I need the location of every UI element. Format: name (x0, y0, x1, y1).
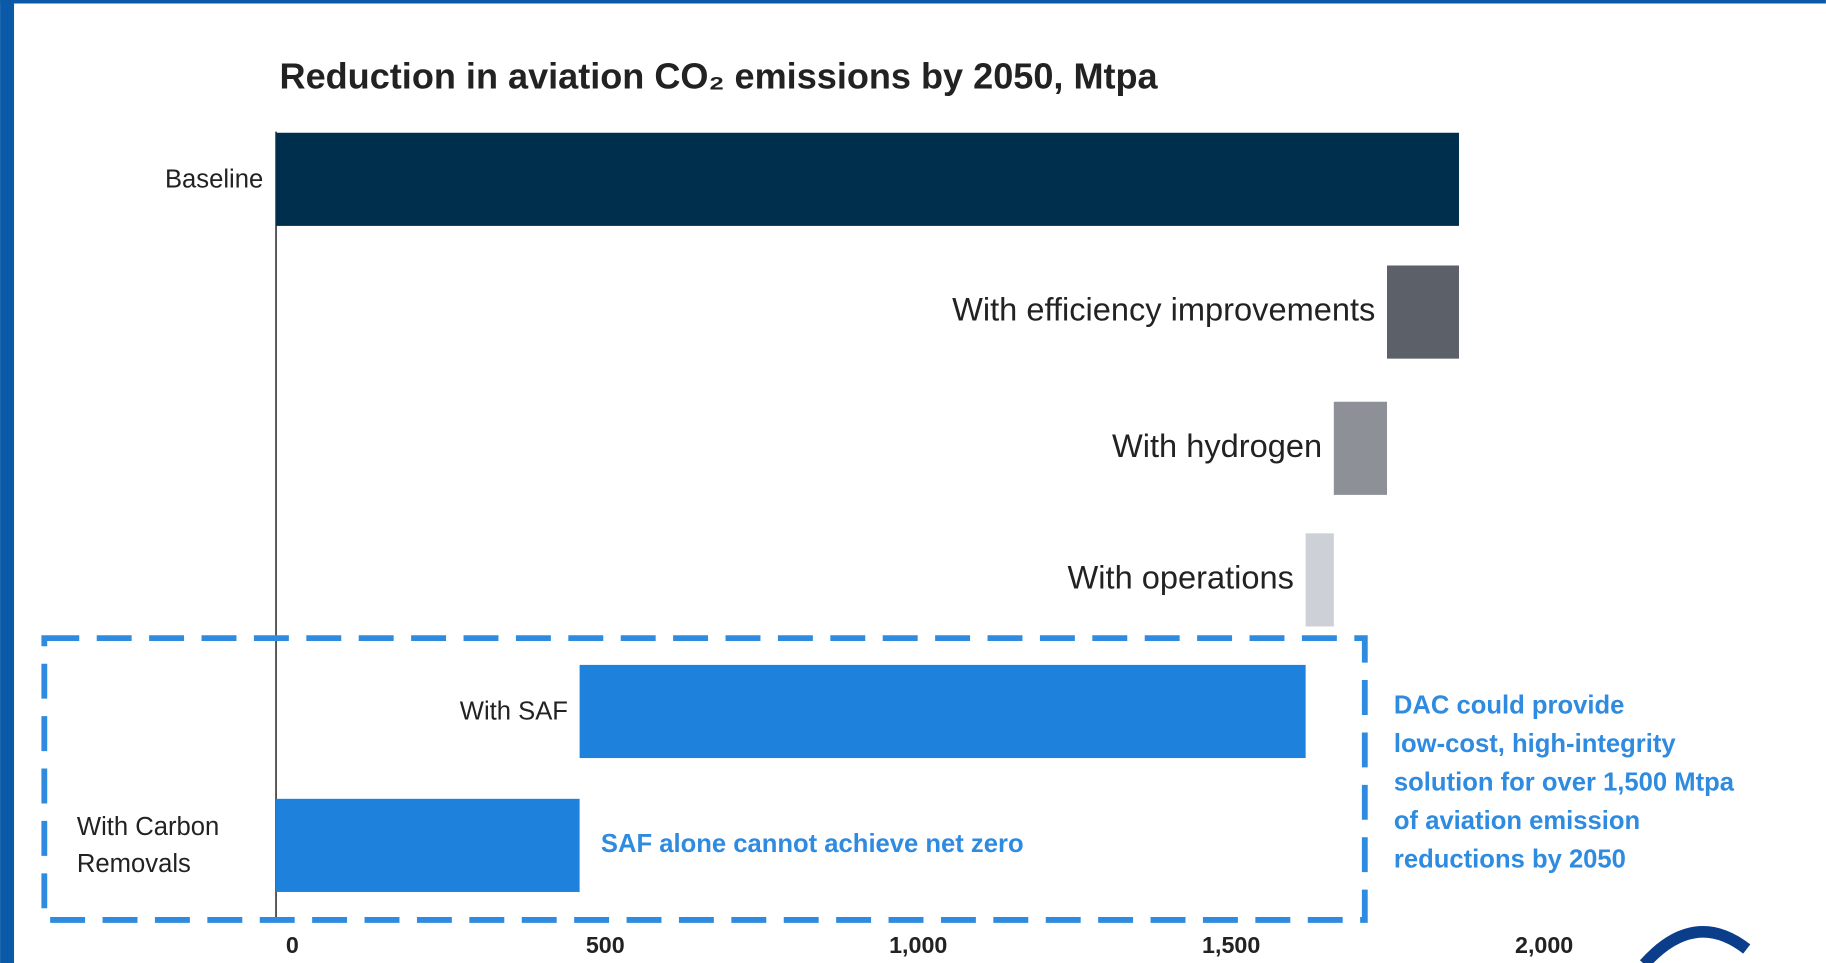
x-tick-label: 1,000 (889, 932, 947, 958)
callout-line: low-cost, high-integrity (1394, 730, 1676, 758)
category-label-box: With Carbon Removals (76, 811, 220, 878)
bar (579, 664, 1306, 759)
bar (1333, 401, 1388, 495)
bar (276, 132, 1459, 226)
bar (1387, 265, 1459, 359)
category-label: With efficiency improvements (952, 291, 1375, 328)
category-label: With operations (1068, 559, 1294, 596)
x-tick-label: 0 (286, 932, 299, 958)
category-label: With Carbon Removals (76, 811, 220, 878)
bar (276, 798, 580, 892)
callout-line: solution for over 1,500 Mtpa (1394, 768, 1735, 796)
annotation: SAF alone cannot achieve net zero (601, 830, 1024, 858)
top-border (0, 0, 1826, 4)
callout-line: reductions by 2050 (1394, 845, 1626, 873)
callout-line: of aviation emission (1394, 807, 1640, 835)
category-label: Baseline (164, 164, 264, 194)
category-label-box: With SAF (459, 696, 568, 726)
callout-line: DAC could provide (1394, 692, 1625, 720)
chart-title: Reduction in aviation CO₂ emissions by 2… (280, 56, 1159, 97)
bar (1305, 533, 1334, 627)
category-label: With SAF (459, 696, 568, 726)
x-tick-label: 500 (586, 932, 625, 958)
category-label: With hydrogen (1112, 427, 1322, 464)
logo (1639, 926, 1751, 963)
highlight-box (41, 635, 1368, 923)
x-tick-label: 1,500 (1202, 932, 1260, 958)
category-label-box: Baseline (164, 164, 264, 194)
x-tick-label: 2,000 (1515, 932, 1573, 958)
left-strip (0, 0, 15, 963)
